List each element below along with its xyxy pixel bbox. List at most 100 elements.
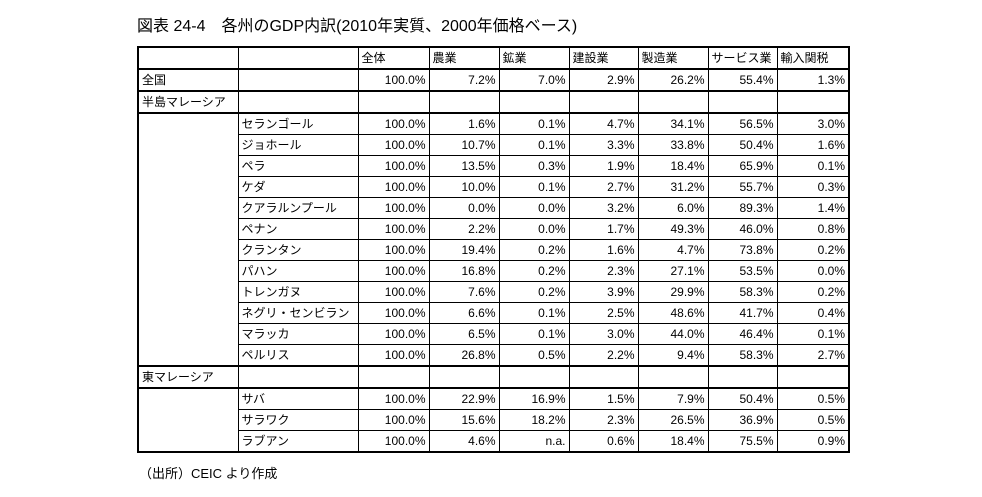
value-cell: 10.7% [428, 134, 500, 156]
value-cell: 0.9% [776, 430, 850, 453]
column-header-agriculture: 農業 [428, 46, 500, 70]
value-cell: 18.4% [637, 155, 709, 177]
column-header-total: 全体 [357, 46, 430, 70]
value-cell: 0.1% [498, 176, 570, 198]
state-name-cell: ケダ [237, 176, 359, 198]
value-cell: 100.0% [357, 323, 430, 345]
value-cell [707, 90, 778, 114]
value-cell: 4.7% [568, 112, 639, 135]
value-cell: 100.0% [357, 344, 430, 367]
value-cell: 7.9% [637, 387, 709, 410]
value-cell: 73.8% [707, 239, 778, 261]
state-name-cell: サラワク [237, 409, 359, 431]
value-cell: 1.5% [568, 387, 639, 410]
state-row: クランタン 100.0% 19.4% 0.2% 1.6% 4.7% 73.8% 0.2% [138, 239, 850, 261]
section-row: 全国 100.0% 7.2% 7.0% 2.9% 26.2% 55.4% 1.3% [137, 68, 850, 92]
value-cell: 0.1% [498, 323, 570, 345]
value-cell [637, 365, 709, 389]
value-cell: 1.7% [568, 218, 639, 240]
value-cell: 1.9% [568, 155, 639, 177]
group-span-cell [137, 387, 239, 453]
column-header-manufacturing: 製造業 [637, 46, 709, 70]
value-cell: 0.2% [498, 260, 570, 282]
value-cell: 100.0% [357, 409, 430, 431]
header-empty-state-cell [237, 46, 359, 70]
value-cell: 16.8% [428, 260, 500, 282]
value-cell: 15.6% [428, 409, 500, 431]
value-cell: 100.0% [357, 281, 430, 303]
value-cell: 2.3% [568, 409, 639, 431]
column-header-import-duty: 輸入関税 [776, 46, 850, 70]
value-cell: 0.0% [498, 197, 570, 219]
state-name-cell: ペラ [237, 155, 359, 177]
value-cell: 1.6% [568, 239, 639, 261]
state-row: マラッカ 100.0% 6.5% 0.1% 3.0% 44.0% 46.4% 0.1% [138, 323, 850, 345]
value-cell: 0.1% [776, 323, 850, 345]
value-cell: 100.0% [357, 176, 430, 198]
value-cell: 18.2% [498, 409, 570, 431]
value-cell: 22.9% [428, 387, 500, 410]
section-state-cell [237, 68, 359, 92]
value-cell: 4.7% [637, 239, 709, 261]
state-row: セランゴール 100.0% 1.6% 0.1% 4.7% 34.1% 56.5% 3.0% [137, 112, 850, 367]
value-cell: 3.2% [568, 197, 639, 219]
value-cell: 100.0% [357, 197, 430, 219]
value-cell: 44.0% [637, 323, 709, 345]
value-cell: 3.0% [568, 323, 639, 345]
state-name-cell: ペルリス [237, 344, 359, 367]
value-cell: 53.5% [707, 260, 778, 282]
value-cell [498, 90, 570, 114]
section-label-cell: 全国 [137, 68, 239, 92]
value-cell: 0.0% [498, 218, 570, 240]
value-cell: 100.0% [357, 68, 430, 92]
value-cell: 100.0% [357, 260, 430, 282]
value-cell: 9.4% [637, 344, 709, 367]
value-cell [498, 365, 570, 389]
value-cell: 0.3% [776, 176, 850, 198]
section-label-cell: 半島マレーシア [137, 90, 239, 114]
gdp-table: 全体 農業 鉱業 建設業 製造業 サービス業 輸入関税 全国 100.0% 7.2%… [137, 46, 850, 453]
value-cell: 46.0% [707, 218, 778, 240]
value-cell: 0.6% [568, 430, 639, 453]
value-cell: 100.0% [357, 430, 430, 453]
value-cell: 41.7% [707, 302, 778, 324]
value-cell: 100.0% [357, 239, 430, 261]
group-span-cell [137, 112, 239, 367]
value-cell: 2.2% [428, 218, 500, 240]
value-cell: 3.3% [568, 134, 639, 156]
header-row: 全体 農業 鉱業 建設業 製造業 サービス業 輸入関税 [137, 46, 850, 70]
value-cell [776, 365, 850, 389]
state-row: サバ 100.0% 22.9% 16.9% 1.5% 7.9% 50.4% 0.5% [137, 387, 850, 453]
state-name-cell: ジョホール [237, 134, 359, 156]
value-cell: 6.5% [428, 323, 500, 345]
value-cell: 1.4% [776, 197, 850, 219]
value-cell: 46.4% [707, 323, 778, 345]
value-cell: 18.4% [637, 430, 709, 453]
value-cell: 89.3% [707, 197, 778, 219]
value-cell: 75.5% [707, 430, 778, 453]
value-cell: n.a. [498, 430, 570, 453]
value-cell: 0.0% [776, 260, 850, 282]
state-row: ネグリ・センビラン 100.0% 6.6% 0.1% 2.5% 48.6% 41.7% 0.4… [138, 302, 850, 324]
value-cell: 1.6% [428, 112, 500, 135]
value-cell: 0.1% [498, 134, 570, 156]
value-cell: 2.2% [568, 344, 639, 367]
value-cell [357, 90, 430, 114]
value-cell: 49.3% [637, 218, 709, 240]
value-cell: 0.1% [498, 302, 570, 324]
value-cell [707, 365, 778, 389]
value-cell: 0.3% [498, 155, 570, 177]
value-cell: 29.9% [637, 281, 709, 303]
value-cell: 2.7% [776, 344, 850, 367]
value-cell: 100.0% [357, 218, 430, 240]
value-cell: 2.7% [568, 176, 639, 198]
value-cell: 27.1% [637, 260, 709, 282]
value-cell: 31.2% [637, 176, 709, 198]
column-header-construction: 建設業 [568, 46, 639, 70]
state-name-cell: パハン [237, 260, 359, 282]
value-cell: 100.0% [357, 155, 430, 177]
value-cell [428, 365, 500, 389]
value-cell: 2.9% [568, 68, 639, 92]
value-cell: 58.3% [707, 344, 778, 367]
section-state-cell [237, 90, 359, 114]
